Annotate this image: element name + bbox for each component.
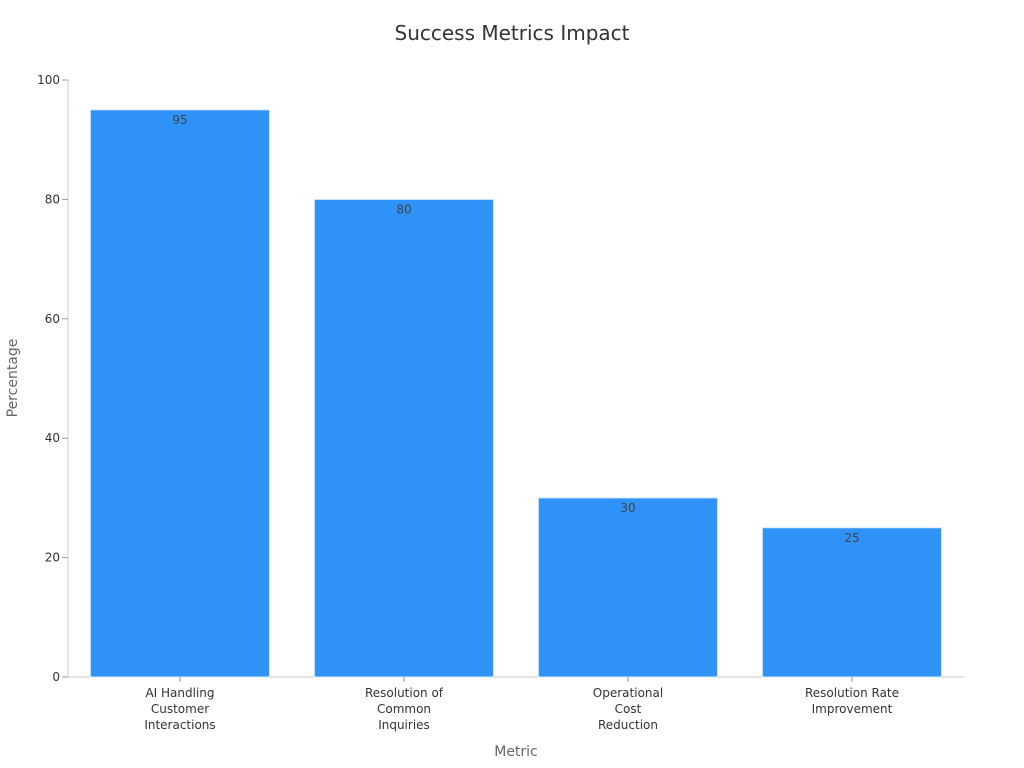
x-tick-label: Inquiries [378, 718, 430, 732]
x-tick-label: AI Handling [145, 686, 214, 700]
y-axis-label: Percentage [5, 339, 21, 418]
y-tick-label: 100 [37, 73, 60, 87]
bar-value-label: 25 [844, 531, 859, 545]
x-tick-label: Resolution Rate [805, 686, 899, 700]
x-tick-label: Resolution of [365, 686, 444, 700]
x-axis-label: Metric [494, 744, 538, 760]
y-tick-label: 20 [45, 551, 60, 565]
bar [89, 109, 271, 678]
plot-area: 0 20 40 60 80 100 95 AI Handling Customer Interac… [37, 73, 964, 732]
chart-title: Success Metrics Impact [395, 21, 630, 45]
bar [537, 497, 719, 678]
y-tick-label: 60 [45, 312, 60, 326]
bar [761, 527, 943, 678]
x-tick-label: Common [377, 702, 431, 716]
x-tick-label: Cost [615, 702, 642, 716]
x-tick-label: Customer [151, 702, 209, 716]
y-tick-label: 40 [45, 431, 60, 445]
y-tick-label: 80 [45, 192, 60, 206]
bar-value-label: 80 [396, 202, 411, 216]
bar-value-label: 95 [172, 113, 187, 127]
bar-value-label: 30 [620, 501, 635, 515]
x-tick-label: Interactions [144, 718, 215, 732]
x-tick-label: Reduction [598, 718, 658, 732]
x-tick-label: Operational [593, 686, 663, 700]
bar [313, 198, 495, 678]
y-tick-label: 0 [52, 670, 60, 684]
x-tick-label: Improvement [812, 702, 893, 716]
